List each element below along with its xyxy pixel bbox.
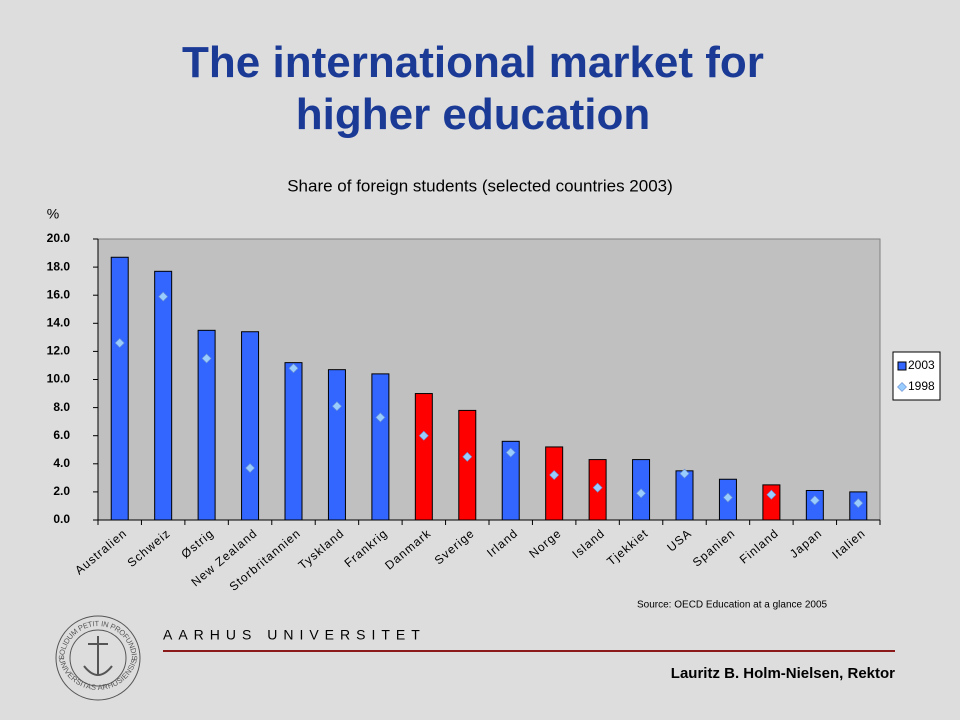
bar (327, 369, 346, 521)
x-tick-label: Finland (737, 526, 782, 567)
university-name: AARHUS UNIVERSITET (163, 627, 426, 643)
bar (197, 329, 216, 521)
x-tick-label: USA (664, 526, 694, 555)
bar (762, 484, 781, 521)
marker (766, 489, 777, 500)
marker (549, 470, 560, 480)
marker (505, 447, 516, 458)
marker (462, 451, 473, 462)
marker (853, 498, 864, 509)
y-tick-label: 18.0 (47, 259, 71, 273)
y-tick-label: 14.0 (47, 315, 71, 329)
marker (679, 468, 690, 479)
bar (371, 373, 390, 521)
legend-label: 2003 (908, 358, 935, 372)
x-tick-label: Norge (526, 526, 564, 561)
source-note: Source: OECD Education at a glance 2005 (637, 600, 828, 611)
marker (158, 291, 169, 302)
y-tick-label: 10.0 (47, 372, 71, 386)
x-tick-label: Japan (787, 526, 825, 561)
legend-swatch (897, 382, 907, 392)
y-tick-label: 20.0 (47, 231, 71, 245)
y-tick-label: 2.0 (53, 484, 70, 498)
x-tick-label: Italien (829, 526, 868, 562)
bar (241, 331, 260, 521)
x-tick-label: Spanien (690, 526, 738, 570)
x-tick-label: Australien (72, 526, 130, 577)
bar (414, 393, 433, 521)
marker (288, 363, 299, 374)
marker (245, 463, 255, 473)
title-line: higher education (296, 90, 650, 139)
logo-anchor (83, 636, 113, 676)
legend-label: 1998 (908, 379, 935, 393)
bar (284, 362, 303, 521)
bar (501, 440, 520, 521)
x-tick-label: Sverige (432, 526, 478, 567)
marker (201, 353, 212, 364)
x-tick-label: Danmark (382, 526, 434, 573)
bar (110, 256, 129, 521)
y-tick-label: 12.0 (47, 344, 71, 358)
x-tick-label: Schweiz (125, 526, 174, 570)
chart-title: Share of foreign students (selected coun… (287, 176, 673, 195)
y-tick-label: 4.0 (53, 456, 70, 470)
marker (636, 488, 646, 499)
title-line: The international market for (182, 38, 764, 87)
marker (375, 412, 386, 423)
x-tick-label: Tjekkiet (604, 526, 651, 568)
x-tick-label: Østrig (178, 526, 216, 561)
y-axis-label: % (47, 206, 59, 222)
slide-title: The international market for higher educa… (182, 38, 764, 139)
logo: SOLIDUM PETIT IN PROFUNDIS UNIVERSITAS A… (55, 615, 141, 701)
marker (723, 492, 733, 503)
marker (114, 338, 125, 348)
x-tick-label: Tyskland (296, 526, 347, 572)
bar (154, 270, 173, 521)
legend-box (892, 351, 941, 401)
logo-ring (69, 629, 127, 687)
x-tick-label: Irland (484, 526, 521, 560)
author: Lauritz B. Holm-Nielsen, Rektor (671, 665, 895, 682)
plot-area (97, 238, 881, 521)
bar (458, 409, 477, 521)
legend-swatch (897, 361, 907, 371)
marker (418, 430, 429, 441)
marker (809, 495, 820, 506)
marker (332, 401, 342, 412)
marker (592, 482, 603, 493)
y-tick-label: 8.0 (53, 400, 70, 414)
x-tick-label: Island (569, 526, 607, 561)
logo-ring (55, 615, 141, 701)
y-tick-label: 0.0 (53, 512, 70, 526)
y-tick-label: 6.0 (53, 428, 70, 442)
bar (545, 446, 564, 521)
y-tick-label: 16.0 (47, 287, 71, 301)
